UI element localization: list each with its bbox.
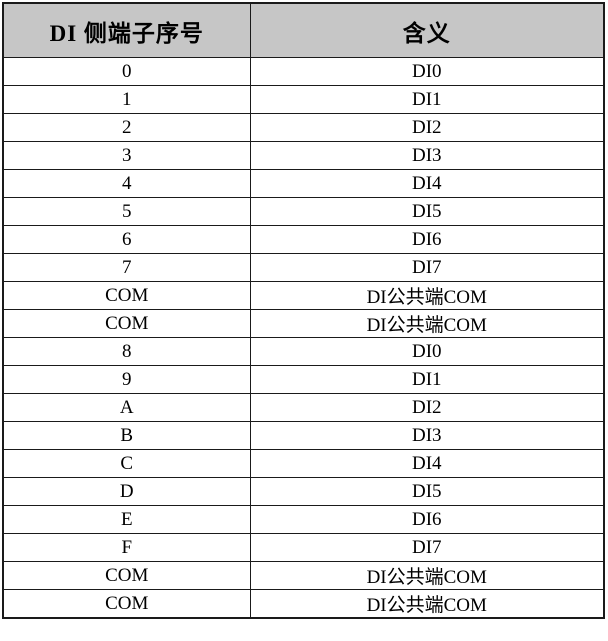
meaning-cell: DI1 xyxy=(249,365,605,394)
meaning-cell: DI3 xyxy=(249,141,605,170)
terminal-cell: 1 xyxy=(2,85,251,114)
terminal-cell: B xyxy=(2,421,251,450)
meaning-cell: DI7 xyxy=(249,533,605,562)
terminal-cell: A xyxy=(2,393,251,422)
terminal-cell: E xyxy=(2,505,251,534)
table-row: D DI5 xyxy=(2,477,605,506)
terminal-cell: D xyxy=(2,477,251,506)
table-row: 5 DI5 xyxy=(2,197,605,226)
table-row: A DI2 xyxy=(2,393,605,422)
table-row: F DI7 xyxy=(2,533,605,562)
terminal-cell: COM xyxy=(2,589,251,619)
table-row: COM DI公共端COM xyxy=(2,309,605,338)
table-row: 6 DI6 xyxy=(2,225,605,254)
meaning-cell: DI0 xyxy=(249,337,605,366)
terminal-cell: 9 xyxy=(2,365,251,394)
table-row: 1 DI1 xyxy=(2,85,605,114)
meaning-cell: DI5 xyxy=(249,477,605,506)
meaning-cell: DI5 xyxy=(249,197,605,226)
meaning-cell: DI2 xyxy=(249,393,605,422)
meaning-cell: DI3 xyxy=(249,421,605,450)
meaning-cell: DI4 xyxy=(249,449,605,478)
header-row: DI 侧端子序号 含义 xyxy=(2,2,605,58)
column-header-meaning: 含义 xyxy=(249,2,605,58)
table-row: 7 DI7 xyxy=(2,253,605,282)
terminal-cell: 6 xyxy=(2,225,251,254)
terminal-cell: 3 xyxy=(2,141,251,170)
terminal-cell: 5 xyxy=(2,197,251,226)
terminal-cell: 0 xyxy=(2,57,251,86)
meaning-cell: DI4 xyxy=(249,169,605,198)
meaning-cell: DI0 xyxy=(249,57,605,86)
terminal-cell: COM xyxy=(2,281,251,310)
table-row: 0 DI0 xyxy=(2,57,605,86)
table-row: COM DI公共端COM xyxy=(2,561,605,590)
di-terminal-table: DI 侧端子序号 含义 0 DI0 1 DI1 2 DI2 3 DI3 4 DI4 5 DI5 6 DI6… xyxy=(2,2,605,619)
terminal-cell: COM xyxy=(2,309,251,338)
meaning-cell: DI公共端COM xyxy=(249,309,605,338)
meaning-cell: DI1 xyxy=(249,85,605,114)
table-row: COM DI公共端COM xyxy=(2,281,605,310)
terminal-cell: F xyxy=(2,533,251,562)
meaning-cell: DI7 xyxy=(249,253,605,282)
terminal-cell: COM xyxy=(2,561,251,590)
meaning-cell: DI6 xyxy=(249,225,605,254)
table-row: C DI4 xyxy=(2,449,605,478)
table-row: 4 DI4 xyxy=(2,169,605,198)
table-row: 9 DI1 xyxy=(2,365,605,394)
meaning-cell: DI公共端COM xyxy=(249,589,605,619)
terminal-cell: 4 xyxy=(2,169,251,198)
terminal-cell: 8 xyxy=(2,337,251,366)
table-row: 3 DI3 xyxy=(2,141,605,170)
column-header-terminal: DI 侧端子序号 xyxy=(2,2,251,58)
table-row: COM DI公共端COM xyxy=(2,589,605,619)
table-row: 8 DI0 xyxy=(2,337,605,366)
meaning-cell: DI公共端COM xyxy=(249,281,605,310)
table-row: E DI6 xyxy=(2,505,605,534)
terminal-cell: 2 xyxy=(2,113,251,142)
meaning-cell: DI2 xyxy=(249,113,605,142)
table-body: 0 DI0 1 DI1 2 DI2 3 DI3 4 DI4 5 DI5 6 DI6 7 DI7 COM DI公共端… xyxy=(2,57,605,619)
table-row: 2 DI2 xyxy=(2,113,605,142)
meaning-cell: DI6 xyxy=(249,505,605,534)
terminal-cell: 7 xyxy=(2,253,251,282)
meaning-cell: DI公共端COM xyxy=(249,561,605,590)
terminal-cell: C xyxy=(2,449,251,478)
table-row: B DI3 xyxy=(2,421,605,450)
